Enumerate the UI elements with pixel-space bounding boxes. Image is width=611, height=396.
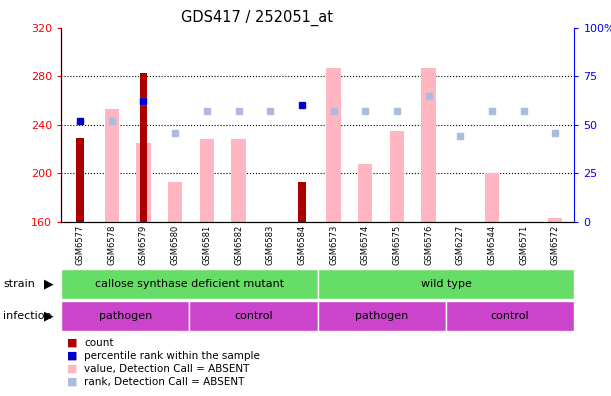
Text: rank, Detection Call = ABSENT: rank, Detection Call = ABSENT — [84, 377, 244, 387]
Bar — [168, 182, 182, 222]
Text: value, Detection Call = ABSENT: value, Detection Call = ABSENT — [84, 364, 250, 374]
Bar — [61, 269, 318, 299]
Bar — [446, 301, 574, 331]
Text: ▶: ▶ — [44, 309, 54, 322]
Text: control: control — [491, 311, 530, 321]
Text: count: count — [84, 337, 114, 348]
Text: pathogen: pathogen — [355, 311, 409, 321]
Bar — [298, 182, 306, 222]
Bar — [326, 68, 341, 222]
Text: ■: ■ — [67, 364, 78, 374]
Bar — [200, 139, 214, 222]
Bar — [548, 218, 563, 222]
Text: pathogen: pathogen — [98, 311, 152, 321]
Text: GDS417 / 252051_at: GDS417 / 252051_at — [181, 10, 332, 26]
Bar — [318, 269, 574, 299]
Bar — [136, 143, 150, 222]
Text: percentile rank within the sample: percentile rank within the sample — [84, 350, 260, 361]
Text: callose synthase deficient mutant: callose synthase deficient mutant — [95, 279, 284, 289]
Text: infection: infection — [3, 311, 52, 321]
Bar — [318, 301, 446, 331]
Text: ■: ■ — [67, 337, 78, 348]
Bar — [76, 138, 84, 222]
Bar — [61, 301, 189, 331]
Bar — [189, 301, 318, 331]
Text: control: control — [234, 311, 273, 321]
Text: ■: ■ — [67, 377, 78, 387]
Bar — [139, 72, 147, 222]
Bar — [485, 173, 499, 222]
Bar — [232, 139, 246, 222]
Text: ▶: ▶ — [44, 278, 54, 291]
Bar — [358, 164, 372, 222]
Text: wild type: wild type — [420, 279, 472, 289]
Text: ■: ■ — [67, 350, 78, 361]
Bar — [422, 68, 436, 222]
Text: strain: strain — [3, 279, 35, 289]
Bar — [390, 131, 404, 222]
Bar — [104, 109, 119, 222]
